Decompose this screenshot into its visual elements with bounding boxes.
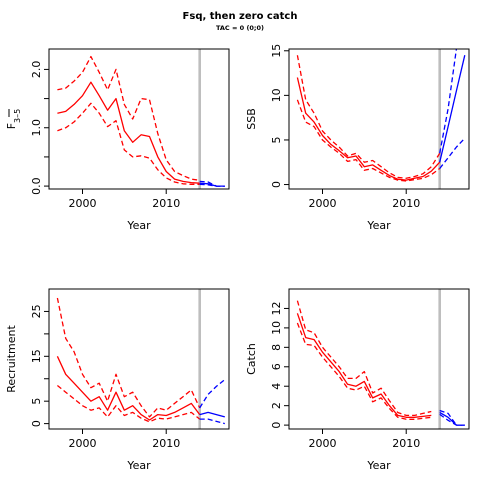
- series-line-projection-median: [439, 55, 466, 163]
- y-tick-label: 15: [270, 44, 283, 58]
- y-tick-label: 8: [270, 344, 283, 351]
- series-line-history-upper: [296, 300, 432, 417]
- x-tick-label: 2010: [392, 197, 420, 210]
- y-tick-label: 0.0: [30, 177, 43, 195]
- y-tick-label: 1.0: [30, 119, 43, 137]
- series-line-history-median: [57, 81, 200, 184]
- plot-frame: [288, 48, 470, 190]
- y-tick-label: 6: [270, 363, 283, 370]
- series-line-history-median: [296, 313, 432, 418]
- x-tick-label: 2000: [68, 437, 96, 450]
- x-tick-label: 2000: [308, 437, 336, 450]
- x-axis-label: Year: [366, 459, 391, 472]
- series-line-projection-upper: [439, 409, 465, 426]
- y-tick-label: 2.0: [30, 61, 43, 79]
- x-tick-label: 2000: [68, 197, 96, 210]
- y-tick-label: 5: [270, 136, 283, 143]
- x-axis-label: Year: [126, 219, 151, 232]
- series-line-projection-upper: [199, 180, 225, 187]
- x-axis-label: Year: [366, 219, 391, 232]
- plot-frame: [48, 288, 230, 430]
- series-line-history-median: [56, 356, 201, 421]
- y-tick-label: 25: [30, 304, 43, 318]
- plot-frame: [288, 288, 470, 430]
- x-axis-label: Year: [126, 459, 151, 472]
- y-tick-label: 10: [270, 88, 283, 102]
- series-line-history-upper: [56, 297, 201, 418]
- y-tick-label: 0: [270, 181, 283, 188]
- series-line-projection-lower: [199, 418, 225, 425]
- y-axis-label-subscript: 3–5: [13, 109, 22, 123]
- series-line-history-upper: [296, 55, 441, 179]
- y-tick-label: 0: [30, 420, 43, 427]
- plot-frame: [48, 48, 230, 190]
- figure-subtitle: TAC = 0 (0;0): [215, 24, 265, 32]
- y-tick-label: 4: [270, 383, 283, 390]
- series-line-projection-lower: [199, 183, 225, 187]
- series-line-history-median: [296, 77, 441, 181]
- y-tick-label: 5: [30, 398, 43, 405]
- series-line-history-lower: [57, 102, 200, 185]
- y-tick-label: 2: [270, 402, 283, 409]
- x-tick-label: 2010: [152, 197, 180, 210]
- series-line-projection-lower: [439, 413, 465, 426]
- series-line-projection-upper: [199, 379, 226, 409]
- series-line-projection-median: [439, 411, 465, 426]
- y-axis-label: SSB: [245, 108, 258, 130]
- x-tick-label: 2010: [392, 437, 420, 450]
- y-axis-label: Catch: [245, 343, 258, 375]
- figure-title: Fsq, then zero catch: [182, 11, 298, 22]
- series-line-history-lower: [56, 384, 201, 423]
- y-tick-label: 10: [270, 321, 283, 335]
- series-line-history-lower: [296, 99, 441, 182]
- series-line-history-upper: [57, 55, 200, 181]
- x-tick-label: 2010: [152, 437, 180, 450]
- x-tick-label: 2000: [308, 197, 336, 210]
- series-line-projection-median: [199, 411, 225, 418]
- y-axis-label: F3–5: [5, 109, 22, 130]
- series-line-history-lower: [296, 322, 432, 420]
- series-line-projection-lower: [439, 137, 466, 169]
- y-axis-label: Recruitment: [5, 325, 18, 393]
- y-tick-label: 12: [270, 301, 283, 315]
- y-tick-label: 15: [30, 349, 43, 363]
- y-tick-label: 0: [270, 422, 283, 429]
